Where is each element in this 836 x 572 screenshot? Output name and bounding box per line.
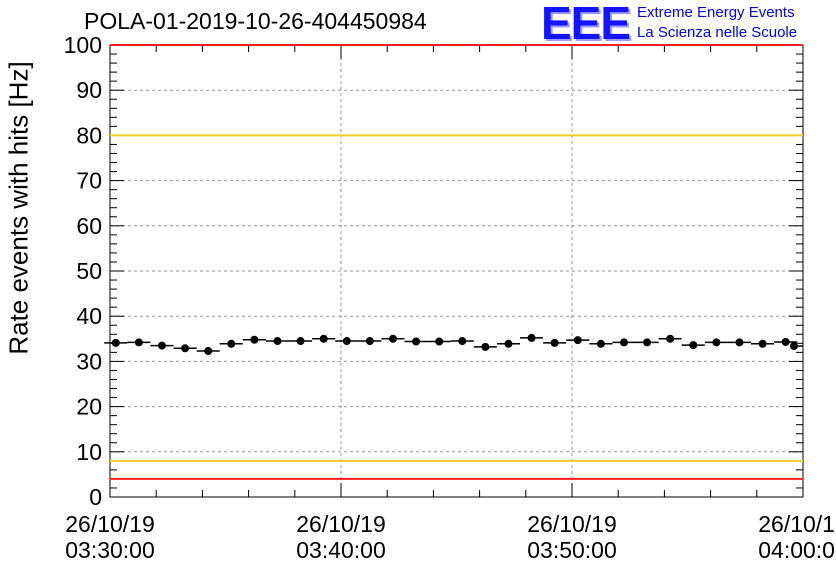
y-tick-label: 20 (76, 394, 102, 420)
y-tick-label: 100 (64, 32, 102, 58)
data-point (435, 337, 444, 346)
y-tick-label: 60 (76, 213, 102, 239)
data-point (181, 344, 190, 353)
data-point (735, 338, 744, 347)
x-tick-date: 26/10/19 (527, 511, 617, 537)
y-tick-label: 80 (76, 122, 102, 148)
data-point (527, 333, 536, 342)
data-point (412, 337, 421, 346)
data-point (790, 342, 798, 351)
y-tick-label: 40 (76, 303, 102, 329)
data-point (573, 336, 582, 345)
x-tick-date: 26/10/19 (65, 511, 155, 537)
x-tick-time: 03:30:00 (65, 537, 155, 563)
data-point (689, 341, 698, 350)
data-point (204, 347, 213, 356)
data-point (342, 337, 351, 346)
data-point (273, 337, 282, 346)
data-point (781, 337, 790, 346)
y-tick-label: 50 (76, 258, 102, 284)
data-point (758, 339, 767, 348)
data-point (157, 341, 166, 350)
data-point (227, 339, 236, 348)
data-point (666, 334, 675, 343)
x-tick-date: 26/10/19 (296, 511, 386, 537)
y-tick-label: 30 (76, 348, 102, 374)
x-tick-time: 03:40:00 (296, 537, 386, 563)
data-point (619, 338, 628, 347)
data-point (458, 337, 467, 346)
data-point (296, 337, 305, 346)
data-point (319, 334, 328, 343)
data-point (504, 339, 513, 348)
y-tick-label: 70 (76, 168, 102, 194)
x-tick-time: 04:00:00 (758, 537, 836, 563)
y-tick-label: 0 (89, 484, 102, 510)
y-tick-label: 10 (76, 439, 102, 465)
chart-title: POLA-01-2019-10-26-404450984 (84, 8, 427, 34)
logo-line-2: La Scienza nelle Scuole (637, 24, 798, 41)
data-point (550, 338, 559, 347)
data-point (481, 342, 490, 351)
data-point (388, 334, 397, 343)
data-point (712, 338, 721, 347)
data-point (365, 337, 374, 346)
data-point (111, 338, 120, 347)
data-point (250, 335, 259, 344)
x-tick-date: 26/10/19 (758, 511, 836, 537)
x-tick-time: 03:50:00 (527, 537, 617, 563)
data-point (134, 338, 143, 347)
data-point (596, 339, 605, 348)
data-point (643, 338, 652, 347)
eee-logo: EEE (541, 0, 631, 49)
logo-line-1: Extreme Energy Events (637, 4, 795, 21)
y-tick-label: 90 (76, 77, 102, 103)
